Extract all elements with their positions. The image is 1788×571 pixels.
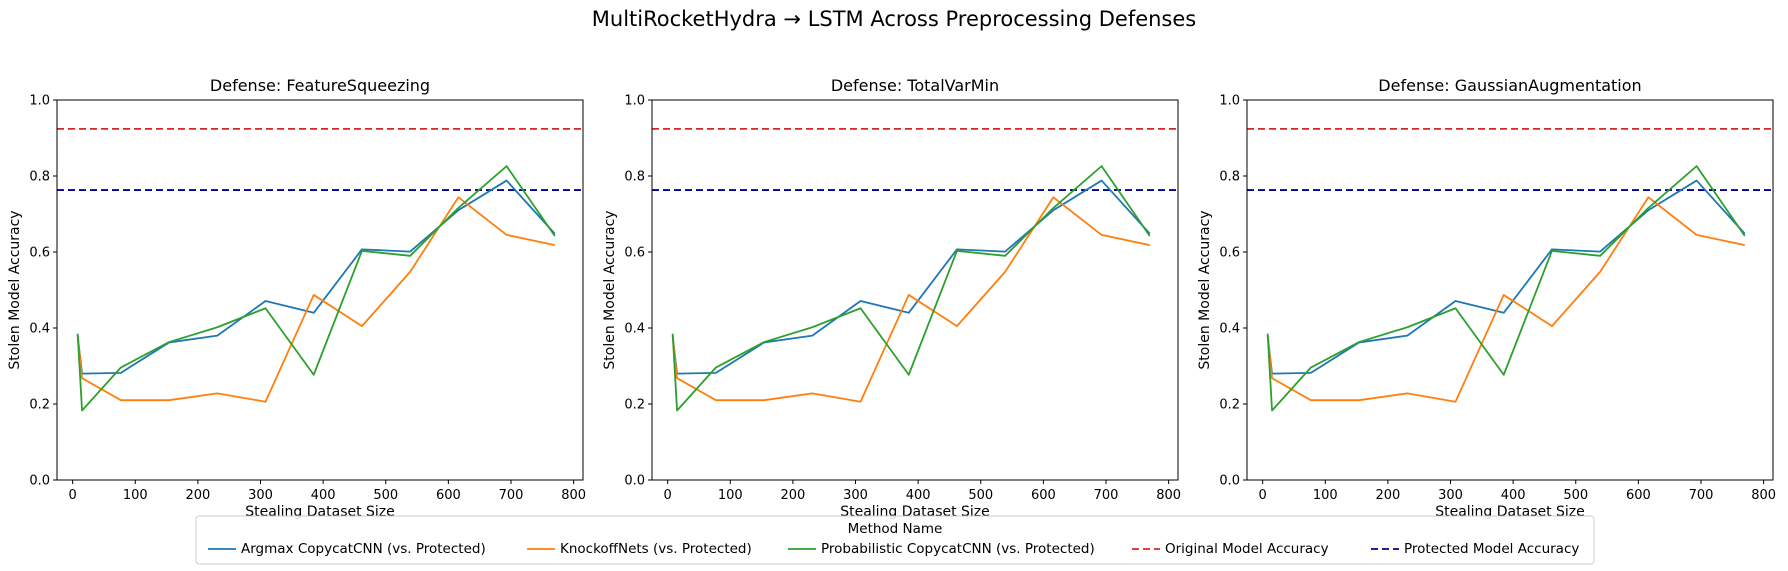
legend: Method Name Argmax CopycatCNN (vs. Protec… xyxy=(195,515,1595,565)
legend-label: Protected Model Accuracy xyxy=(1404,541,1579,557)
legend-label: Probabilistic CopycatCNN (vs. Protected) xyxy=(821,541,1095,557)
y-tick-label: 0.2 xyxy=(29,398,50,413)
series-line-2 xyxy=(671,196,1151,403)
x-tick-label: 300 xyxy=(843,488,868,503)
series-line-1 xyxy=(1266,179,1746,375)
axes-frame xyxy=(651,99,1179,481)
axes-frame xyxy=(1246,99,1774,481)
legend-title: Method Name xyxy=(848,521,943,537)
x-tick-label: 700 xyxy=(1689,488,1714,503)
plot-area xyxy=(57,127,583,412)
legend-entry-3: Probabilistic CopycatCNN (vs. Protected) xyxy=(788,541,1095,557)
x-tick-label: 600 xyxy=(436,488,461,503)
x-tick-label: 800 xyxy=(1751,488,1776,503)
legend-entry-2: KnockoffNets (vs. Protected) xyxy=(527,541,752,557)
y-tick-label: 0.2 xyxy=(1219,398,1240,413)
x-tick-label: 600 xyxy=(1031,488,1056,503)
subplot-1: Defense: FeatureSqueezing 0 100 200 300 400 50… xyxy=(7,76,586,520)
subplot-title: Defense: GaussianAugmentation xyxy=(1378,76,1641,95)
series-line-2 xyxy=(76,196,556,403)
y-tick-label: 0.4 xyxy=(29,322,50,337)
subplot-3: Defense: GaussianAugmentation 0 100 200 300 4… xyxy=(1197,76,1776,520)
x-tick-label: 0 xyxy=(69,488,77,503)
y-tick-label: 1.0 xyxy=(624,94,645,109)
x-tick-label: 200 xyxy=(780,488,805,503)
y-tick-label: 1.0 xyxy=(29,94,50,109)
y-tick-label: 1.0 xyxy=(1219,94,1240,109)
y-tick-label: 0.0 xyxy=(29,474,50,489)
subplot-2: Defense: TotalVarMin 0 100 200 300 400 500 600 7… xyxy=(602,76,1181,520)
x-tick-label: 700 xyxy=(1094,488,1119,503)
x-tick-label: 0 xyxy=(664,488,672,503)
y-tick-label: 0.8 xyxy=(1219,170,1240,185)
y-tick-label: 0.8 xyxy=(624,170,645,185)
legend-label: Argmax CopycatCNN (vs. Protected) xyxy=(241,541,486,557)
figure-title: MultiRocketHydra → LSTM Across Preproces… xyxy=(592,7,1196,31)
x-tick-label: 200 xyxy=(1375,488,1400,503)
y-tick-label: 0.8 xyxy=(29,170,50,185)
y-tick-label: 0.4 xyxy=(1219,322,1240,337)
subplot-title: Defense: TotalVarMin xyxy=(831,76,999,95)
y-tick-label: 0.2 xyxy=(624,398,645,413)
axes-frame xyxy=(56,99,584,481)
x-tick-label: 300 xyxy=(1438,488,1463,503)
y-tick-label: 0.0 xyxy=(1219,474,1240,489)
x-tick-label: 700 xyxy=(499,488,524,503)
legend-box xyxy=(195,515,1595,565)
y-axis-label: Stolen Model Accuracy xyxy=(7,210,23,369)
y-tick-label: 0.6 xyxy=(624,246,645,261)
x-tick-label: 300 xyxy=(248,488,273,503)
subplot-title: Defense: FeatureSqueezing xyxy=(210,76,430,95)
series-line-1 xyxy=(76,179,556,375)
x-tick-label: 400 xyxy=(906,488,931,503)
x-tick-label: 100 xyxy=(718,488,743,503)
legend-entry-4: Original Model Accuracy xyxy=(1132,541,1329,557)
x-tick-label: 400 xyxy=(311,488,336,503)
x-tick-label: 0 xyxy=(1259,488,1267,503)
y-tick-label: 0.6 xyxy=(1219,246,1240,261)
x-tick-label: 800 xyxy=(561,488,586,503)
y-tick-label: 0.6 xyxy=(29,246,50,261)
legend-label: KnockoffNets (vs. Protected) xyxy=(560,541,752,557)
series-line-2 xyxy=(1266,196,1746,403)
series-line-3 xyxy=(76,165,556,412)
x-tick-label: 100 xyxy=(1313,488,1338,503)
plot-area xyxy=(652,127,1178,412)
legend-entry-5: Protected Model Accuracy xyxy=(1371,541,1579,557)
series-line-1 xyxy=(671,179,1151,375)
legend-label: Original Model Accuracy xyxy=(1165,541,1329,557)
subplots: Defense: FeatureSqueezing 0 100 200 300 400 50… xyxy=(7,76,1776,520)
x-tick-label: 400 xyxy=(1501,488,1526,503)
series-line-3 xyxy=(671,165,1151,412)
x-tick-label: 200 xyxy=(185,488,210,503)
x-tick-label: 600 xyxy=(1626,488,1651,503)
series-line-3 xyxy=(1266,165,1746,412)
x-tick-label: 500 xyxy=(968,488,993,503)
y-tick-label: 0.0 xyxy=(624,474,645,489)
x-tick-label: 800 xyxy=(1156,488,1181,503)
x-tick-label: 500 xyxy=(373,488,398,503)
x-tick-label: 100 xyxy=(123,488,148,503)
plot-area xyxy=(1247,127,1773,412)
y-axis-label: Stolen Model Accuracy xyxy=(602,210,618,369)
y-tick-label: 0.4 xyxy=(624,322,645,337)
legend-entry-1: Argmax CopycatCNN (vs. Protected) xyxy=(208,541,486,557)
x-tick-label: 500 xyxy=(1563,488,1588,503)
y-axis-label: Stolen Model Accuracy xyxy=(1197,210,1213,369)
